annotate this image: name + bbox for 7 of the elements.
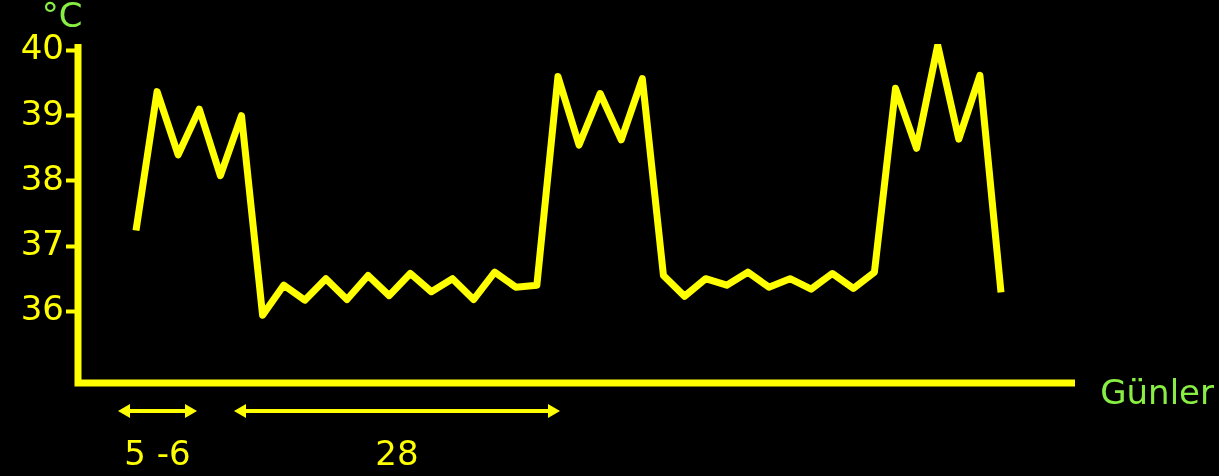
y-tick-label: 37 [20, 222, 64, 263]
y-tick-label: 36 [20, 288, 64, 329]
text: 5 -6 [123, 433, 192, 473]
text: 28 [374, 433, 420, 473]
y-tick-label: 39 [20, 92, 64, 133]
y-tick-label: 38 [20, 157, 64, 198]
x-axis-title: Günler [1100, 371, 1215, 412]
